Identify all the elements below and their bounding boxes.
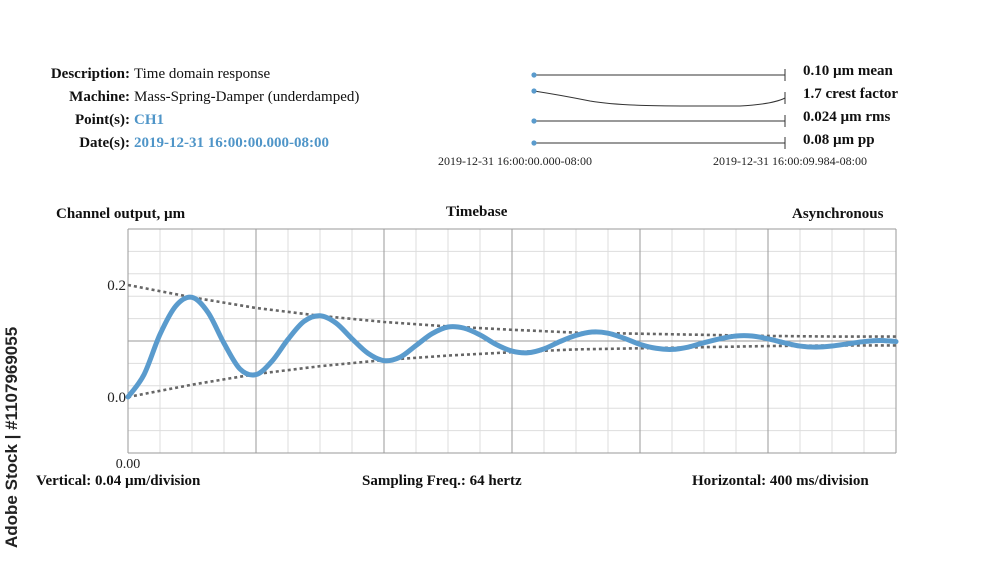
- dates-key: Date(s):: [79, 135, 130, 151]
- upper-envelope-line: [127, 283, 896, 338]
- sparkline-rms: [531, 115, 786, 127]
- stat-crest-factor: 1.7 crest factor: [803, 86, 899, 102]
- x-tick-label: 0.00: [116, 457, 141, 472]
- y-tick-label: 0.2: [107, 278, 126, 294]
- sparkline-marker: [531, 72, 537, 78]
- description-value: Time domain response: [134, 66, 271, 82]
- description-key: Description:: [50, 66, 130, 82]
- trend-start-time: 2019-12-31 16:00:00.000-08:00: [438, 154, 592, 168]
- sparkline-marker: [531, 88, 537, 94]
- points-value[interactable]: CH1: [134, 112, 164, 128]
- sparkline-mean: [531, 69, 786, 81]
- signal-line: [125, 294, 899, 400]
- sparkline-marker: [531, 118, 537, 124]
- stat-peak-to-peak: 0.08 µm pp: [803, 132, 875, 148]
- sparkline-peak-to-peak: [531, 137, 786, 149]
- sampling-frequency-label: Sampling Freq.: 64 hertz: [362, 473, 522, 489]
- lower-envelope-line: [127, 344, 896, 399]
- signal-series: [125, 294, 899, 400]
- y-tick-label: 0.0: [107, 390, 126, 406]
- dates-value[interactable]: 2019-12-31 16:00:00.000-08:00: [134, 135, 329, 151]
- stat-mean: 0.10 µm mean: [803, 63, 893, 79]
- mode-label: Asynchronous: [792, 206, 884, 222]
- axis-tick-labels: 0.0 0.2 0.00: [107, 278, 140, 472]
- stat-rms: 0.024 µm rms: [803, 109, 891, 125]
- y-axis-label: Channel output, µm: [56, 206, 186, 222]
- machine-key: Machine:: [69, 89, 130, 105]
- envelope-lines: [127, 283, 896, 399]
- sparkline-marker: [531, 140, 537, 146]
- points-key: Point(s):: [75, 112, 130, 128]
- horizontal-scale-label: Horizontal: 400 ms/division: [692, 473, 869, 489]
- vertical-scale-label: Vertical: 0.04 µm/division: [36, 473, 201, 489]
- machine-value: Mass-Spring-Damper (underdamped): [134, 89, 360, 105]
- chart-title: Timebase: [446, 204, 508, 220]
- sparkline-crest-factor: [531, 88, 786, 107]
- trend-end-time: 2019-12-31 16:00:09.984-08:00: [713, 154, 867, 168]
